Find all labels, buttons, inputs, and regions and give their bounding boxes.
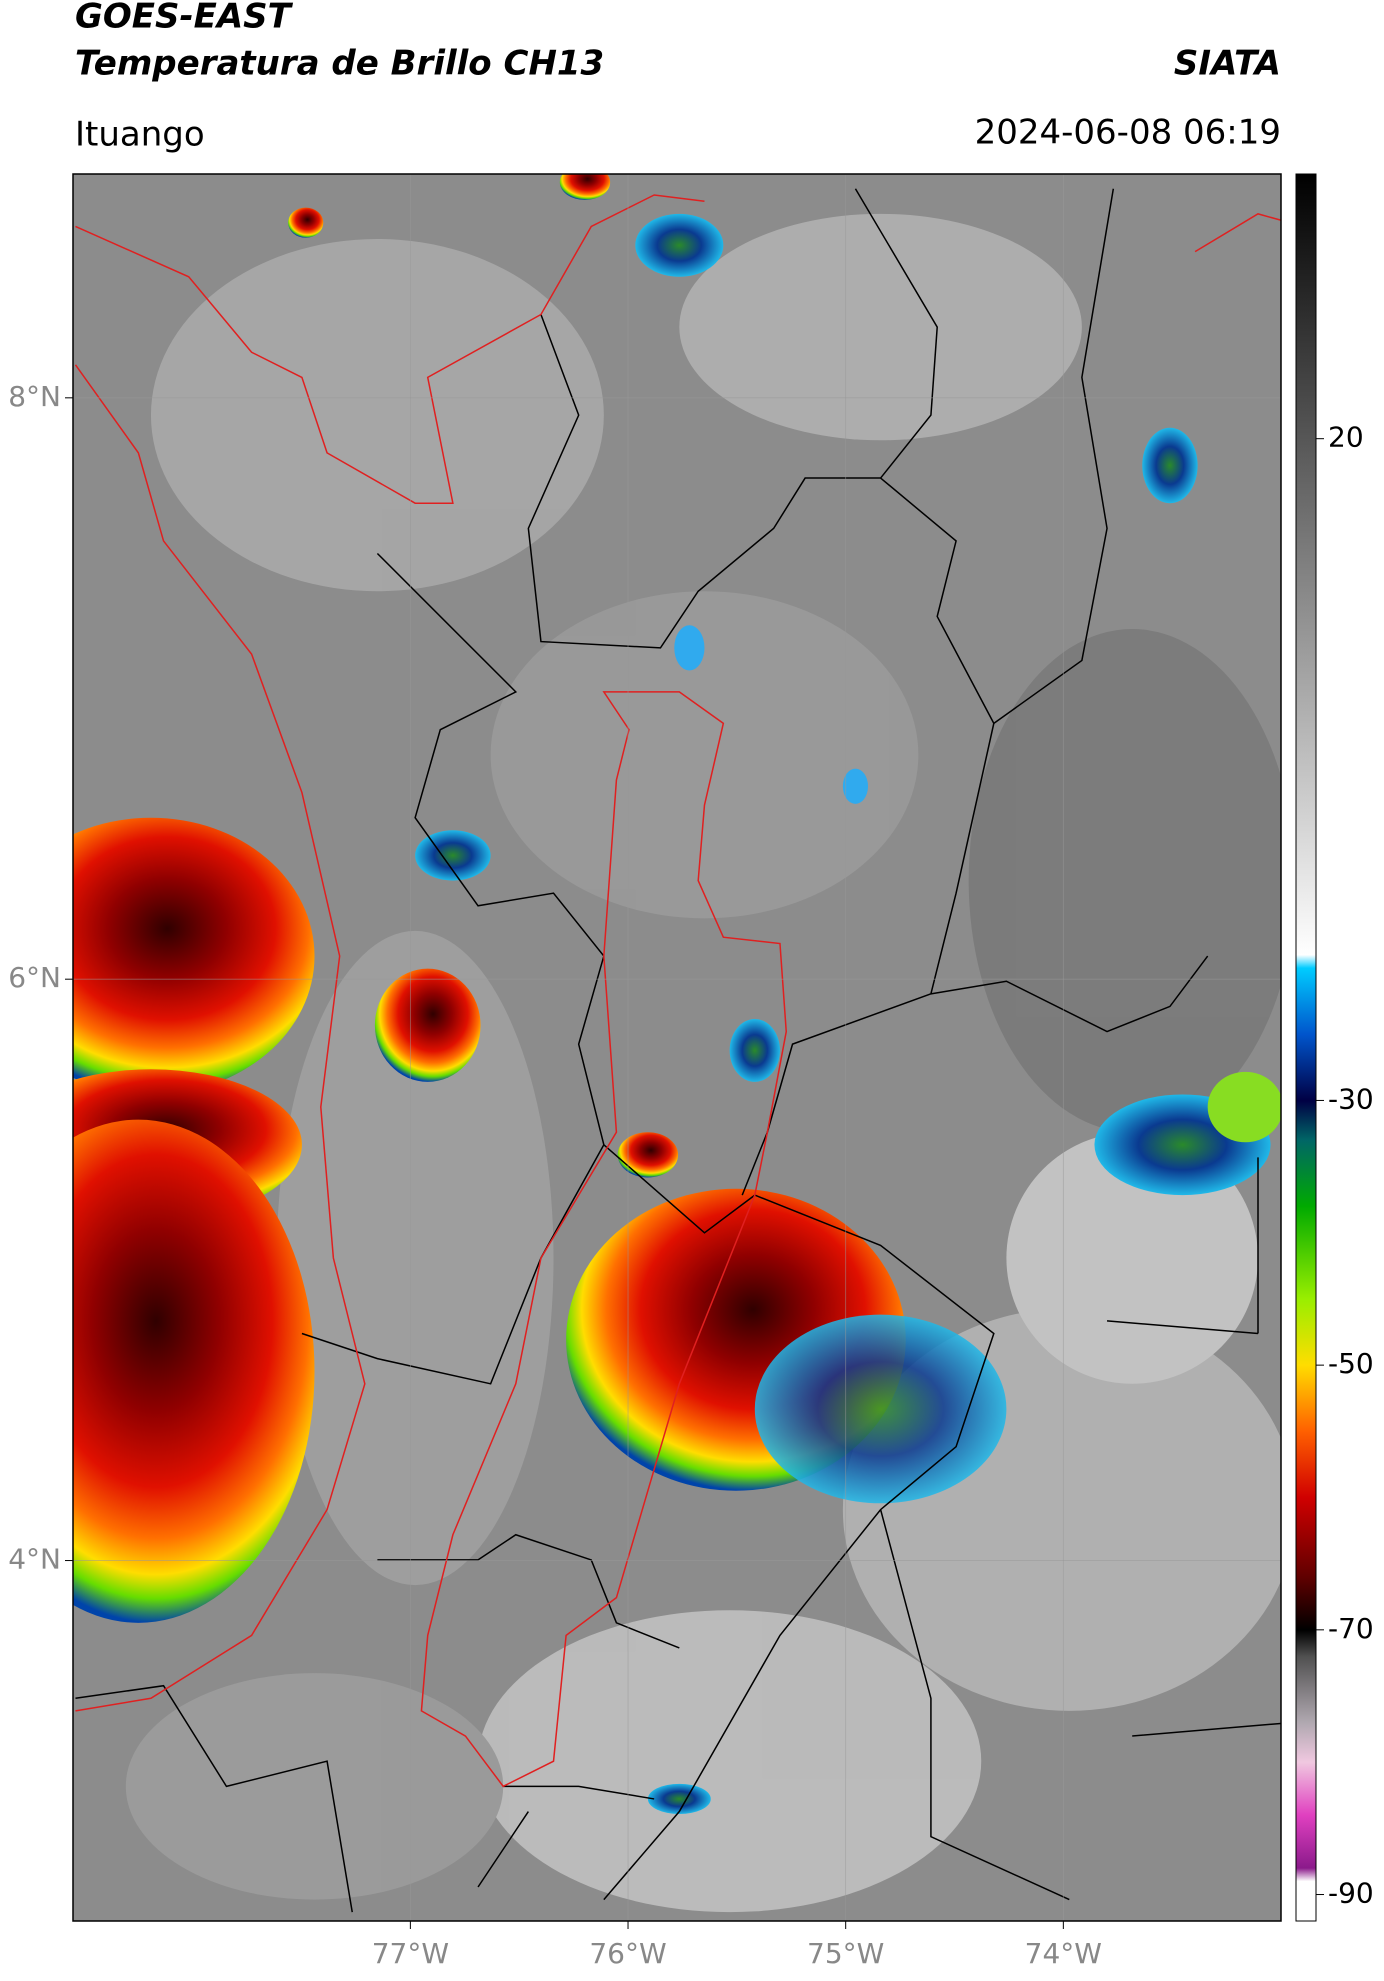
x-tick-label: 75°W: [807, 1937, 884, 1970]
map-frame: [72, 173, 1282, 1922]
colorbar-tick-label: -30: [1328, 1082, 1374, 1115]
colorbar-tick-label: 20: [1328, 421, 1364, 454]
location: Ituango: [75, 115, 205, 155]
colorbar-tick-label: -50: [1328, 1347, 1374, 1380]
datetime: 2024-06-08 06:19: [975, 113, 1281, 153]
x-tick-label: 76°W: [589, 1937, 666, 1970]
brand: SIATA: [1174, 44, 1281, 84]
y-tick-label: 8°N: [8, 380, 61, 413]
y-tick-label: 4°N: [8, 1543, 61, 1576]
x-tick-label: 77°W: [372, 1937, 449, 1970]
satellite-image: [73, 174, 1281, 1921]
colorbar-tick-label: -70: [1328, 1612, 1374, 1645]
subtitle: Temperatura de Brillo CH13: [75, 44, 604, 84]
y-tick-label: 6°N: [8, 961, 61, 994]
colorbar: [1295, 173, 1317, 1922]
x-tick-label: 74°W: [1025, 1937, 1102, 1970]
title: GOES-EAST: [75, 0, 294, 37]
colorbar-tick-label: -90: [1328, 1877, 1374, 1910]
axes: 77°W 76°W 75°W 74°W 8°N 6°N 4°N 20 -30 -50 -70 -90: [8, 174, 1374, 1970]
